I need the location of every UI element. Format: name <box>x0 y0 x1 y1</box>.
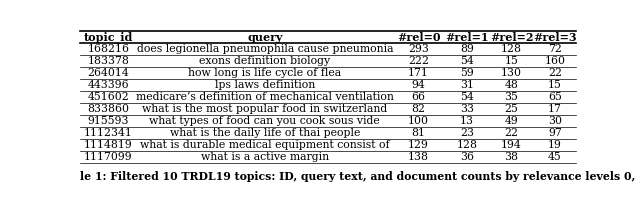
Text: 15: 15 <box>504 56 518 66</box>
Text: query: query <box>247 31 282 43</box>
Text: 128: 128 <box>456 140 477 150</box>
Text: what is durable medical equipment consist of: what is durable medical equipment consis… <box>140 140 390 150</box>
Text: 81: 81 <box>412 128 426 138</box>
Text: 17: 17 <box>548 104 562 114</box>
Text: 129: 129 <box>408 140 429 150</box>
Text: what is the daily life of thai people: what is the daily life of thai people <box>170 128 360 138</box>
Text: lps laws definition: lps laws definition <box>214 80 315 90</box>
Text: 293: 293 <box>408 44 429 54</box>
Text: 128: 128 <box>501 44 522 54</box>
Text: 19: 19 <box>548 140 562 150</box>
Text: 451602: 451602 <box>88 92 129 102</box>
Text: 65: 65 <box>548 92 562 102</box>
Text: le 1: Filtered 10 TRDL19 topics: ID, query text, and document counts by relevanc: le 1: Filtered 10 TRDL19 topics: ID, que… <box>80 171 640 182</box>
Text: 82: 82 <box>412 104 426 114</box>
Text: 45: 45 <box>548 152 562 162</box>
Text: 183378: 183378 <box>88 56 129 66</box>
Text: 72: 72 <box>548 44 562 54</box>
Text: how long is life cycle of flea: how long is life cycle of flea <box>188 68 341 78</box>
Text: 33: 33 <box>460 104 474 114</box>
Text: #rel=2: #rel=2 <box>490 31 533 43</box>
Text: 222: 222 <box>408 56 429 66</box>
Text: 100: 100 <box>408 116 429 126</box>
Text: medicare’s definition of mechanical ventilation: medicare’s definition of mechanical vent… <box>136 92 394 102</box>
Text: 1112341: 1112341 <box>84 128 133 138</box>
Text: 168216: 168216 <box>88 44 129 54</box>
Text: 49: 49 <box>505 116 518 126</box>
Text: 31: 31 <box>460 80 474 90</box>
Text: what is the most popular food in switzerland: what is the most popular food in switzer… <box>142 104 387 114</box>
Text: 171: 171 <box>408 68 429 78</box>
Text: 97: 97 <box>548 128 562 138</box>
Text: 94: 94 <box>412 80 426 90</box>
Text: #rel=3: #rel=3 <box>533 31 577 43</box>
Text: 194: 194 <box>501 140 522 150</box>
Text: 89: 89 <box>460 44 474 54</box>
Text: 30: 30 <box>548 116 562 126</box>
Text: 22: 22 <box>504 128 518 138</box>
Text: does legionella pneumophila cause pneumonia: does legionella pneumophila cause pneumo… <box>136 44 393 54</box>
Text: 54: 54 <box>460 92 474 102</box>
Text: 54: 54 <box>460 56 474 66</box>
Text: 130: 130 <box>501 68 522 78</box>
Text: 915593: 915593 <box>88 116 129 126</box>
Text: 1114819: 1114819 <box>84 140 133 150</box>
Text: 13: 13 <box>460 116 474 126</box>
Text: 1117099: 1117099 <box>84 152 133 162</box>
Text: 22: 22 <box>548 68 562 78</box>
Text: 48: 48 <box>504 80 518 90</box>
Text: 23: 23 <box>460 128 474 138</box>
Text: 15: 15 <box>548 80 562 90</box>
Text: 35: 35 <box>504 92 518 102</box>
Text: 25: 25 <box>504 104 518 114</box>
Text: #rel=1: #rel=1 <box>445 31 488 43</box>
Text: 833860: 833860 <box>88 104 129 114</box>
Text: what is a active margin: what is a active margin <box>201 152 329 162</box>
Text: topic_id: topic_id <box>84 31 133 43</box>
Text: 443396: 443396 <box>88 80 129 90</box>
Text: 36: 36 <box>460 152 474 162</box>
Text: 264014: 264014 <box>88 68 129 78</box>
Text: 66: 66 <box>412 92 426 102</box>
Text: 59: 59 <box>460 68 474 78</box>
Text: 38: 38 <box>504 152 518 162</box>
Text: #rel=0: #rel=0 <box>397 31 440 43</box>
Text: 160: 160 <box>545 56 565 66</box>
Text: 138: 138 <box>408 152 429 162</box>
Text: what types of food can you cook sous vide: what types of food can you cook sous vid… <box>149 116 380 126</box>
Text: exons definition biology: exons definition biology <box>199 56 330 66</box>
